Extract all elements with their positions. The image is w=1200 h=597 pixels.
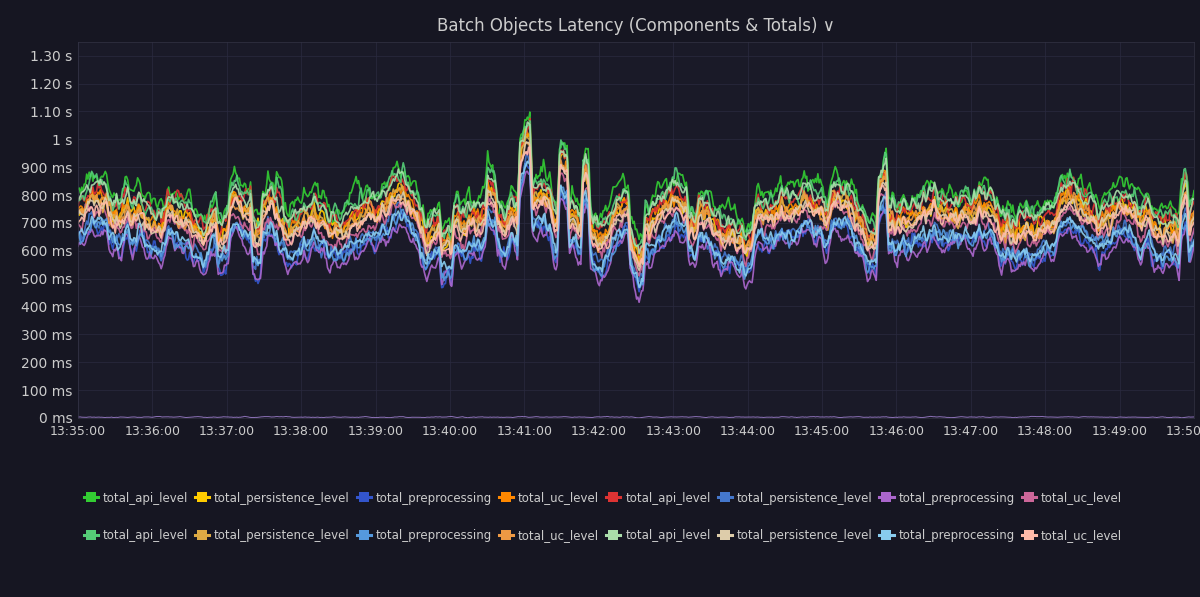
Legend: total_api_level, total_persistence_level, total_preprocessing, total_uc_level, t: total_api_level, total_persistence_level… xyxy=(84,529,1122,542)
Title: Batch Objects Latency (Components & Totals) ∨: Batch Objects Latency (Components & Tota… xyxy=(437,17,835,35)
